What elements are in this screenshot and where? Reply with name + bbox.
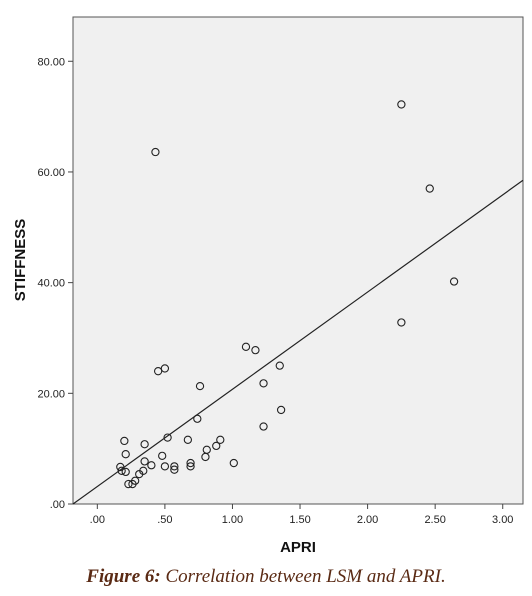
data-point [124,479,133,489]
y-tick-label: .00 [50,499,65,511]
data-point [120,436,129,446]
data-point [160,364,170,373]
data-point [116,462,125,472]
y-axis-label: STIFFNESS [12,219,29,302]
data-point [201,452,210,462]
x-tick-label: 3.00 [492,514,513,526]
data-point [117,466,126,475]
y-axis-ticks: .00 20.00 40.00 60.00 80.00 [37,56,73,511]
data-point [275,361,284,370]
data-point [163,433,172,442]
data-point [147,461,156,470]
data-point [449,277,459,286]
data-points [116,100,459,489]
y-tick-label: 60.00 [37,167,65,179]
data-point [128,479,137,489]
data-point [397,100,406,109]
data-point [160,462,170,471]
data-point [216,435,225,444]
y-tick-label: 80.00 [37,56,65,68]
data-point [170,465,179,474]
fit-line-layer [72,179,524,505]
data-point [139,466,148,475]
plot-background [72,16,524,505]
fit-line [72,179,524,505]
data-point [397,318,406,327]
x-axis-label: APRI [280,539,316,556]
data-point [425,184,434,193]
data-point [158,451,167,461]
x-tick-label: .00 [90,514,105,526]
data-point [121,467,130,477]
data-point [153,367,163,376]
figure-caption-label: Figure 6: [86,566,161,587]
y-tick-label: 20.00 [37,388,65,400]
x-tick-label: 1.00 [222,514,243,526]
figure-caption-text: Correlation between LSM and APRI. [165,566,446,587]
data-point [140,440,149,449]
scatter-chart: .00 20.00 40.00 60.00 80.00 .00 .50 1.00 1.50 2.… [12,16,524,556]
data-point [229,458,238,468]
y-tick-label: 40.00 [37,278,65,290]
x-tick-label: 2.50 [424,514,445,526]
data-point [241,342,251,351]
data-point [251,346,260,355]
data-point [170,462,179,471]
data-point [186,458,195,468]
data-point [121,450,130,459]
x-tick-label: 1.50 [289,514,310,526]
x-tick-label: .50 [157,514,172,526]
x-axis-ticks: .00 .50 1.00 1.50 2.00 2.50 3.00 [90,504,513,526]
figure-caption: Figure 6: Correlation between LSM and AP… [0,566,532,588]
data-point [195,381,205,391]
data-point [140,457,149,466]
x-tick-label: 2.00 [357,514,378,526]
data-point [193,414,202,423]
data-point [186,462,195,471]
data-point [276,405,286,415]
data-point [259,379,268,388]
data-point [151,147,160,157]
data-point [259,422,268,431]
data-point [183,435,193,444]
data-point [212,441,221,451]
